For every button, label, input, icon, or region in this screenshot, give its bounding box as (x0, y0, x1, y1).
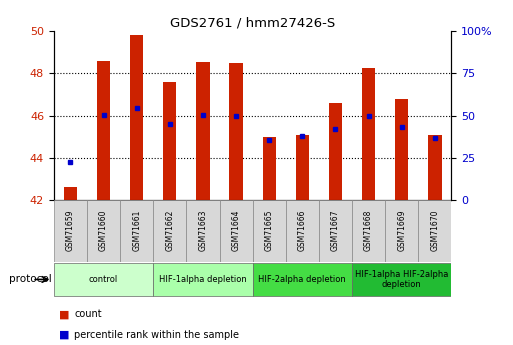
FancyBboxPatch shape (120, 200, 153, 262)
Bar (295, 135, 309, 200)
Bar (97, 61, 110, 200)
Text: HIF-2alpha depletion: HIF-2alpha depletion (259, 275, 346, 284)
FancyBboxPatch shape (286, 200, 319, 262)
Bar (64, 187, 77, 200)
Text: GSM71665: GSM71665 (265, 209, 274, 251)
Bar (428, 135, 442, 200)
Text: GSM71669: GSM71669 (397, 209, 406, 251)
FancyBboxPatch shape (153, 200, 186, 262)
Text: protocol: protocol (9, 275, 51, 284)
FancyBboxPatch shape (87, 200, 120, 262)
FancyBboxPatch shape (252, 200, 286, 262)
FancyBboxPatch shape (252, 263, 352, 296)
Text: GSM71668: GSM71668 (364, 209, 373, 251)
Bar (130, 35, 143, 200)
Bar (362, 68, 375, 200)
Text: HIF-1alpha HIF-2alpha
depletion: HIF-1alpha HIF-2alpha depletion (355, 270, 448, 289)
FancyBboxPatch shape (319, 200, 352, 262)
Bar (229, 63, 243, 200)
FancyBboxPatch shape (54, 263, 153, 296)
Text: percentile rank within the sample: percentile rank within the sample (74, 330, 240, 340)
Text: GSM71663: GSM71663 (199, 209, 207, 251)
Bar (163, 82, 176, 200)
FancyBboxPatch shape (54, 200, 87, 262)
Bar (395, 99, 408, 200)
Text: ■: ■ (59, 309, 69, 319)
Text: count: count (74, 309, 102, 319)
FancyBboxPatch shape (220, 200, 252, 262)
Text: GSM71666: GSM71666 (298, 209, 307, 251)
Text: GSM71670: GSM71670 (430, 209, 439, 251)
Text: ■: ■ (59, 330, 69, 340)
Text: GSM71667: GSM71667 (331, 209, 340, 251)
Text: GSM71664: GSM71664 (231, 209, 241, 251)
FancyBboxPatch shape (352, 263, 451, 296)
FancyBboxPatch shape (352, 200, 385, 262)
Text: GSM71661: GSM71661 (132, 209, 141, 251)
FancyBboxPatch shape (385, 200, 418, 262)
FancyBboxPatch shape (186, 200, 220, 262)
Text: control: control (89, 275, 118, 284)
FancyBboxPatch shape (418, 200, 451, 262)
Text: GSM71662: GSM71662 (165, 209, 174, 251)
Bar (263, 137, 276, 200)
Text: GSM71660: GSM71660 (99, 209, 108, 251)
Bar (329, 103, 342, 200)
Title: GDS2761 / hmm27426-S: GDS2761 / hmm27426-S (170, 17, 336, 30)
Text: HIF-1alpha depletion: HIF-1alpha depletion (159, 275, 247, 284)
Bar (196, 62, 210, 200)
Text: GSM71659: GSM71659 (66, 209, 75, 251)
FancyBboxPatch shape (153, 263, 252, 296)
